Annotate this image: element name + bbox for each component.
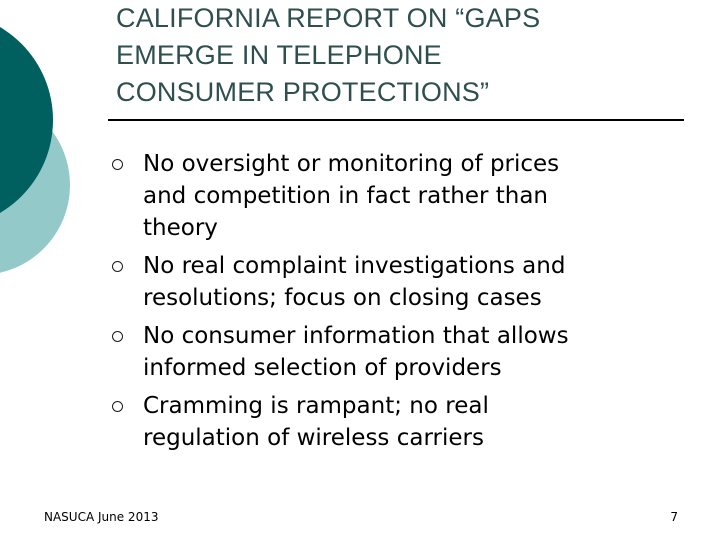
bullet-item-4: Cramming is rampant; no real regulation … [112,390,692,454]
bullet-circle-icon [112,401,123,412]
bullet-circle-icon [112,159,123,170]
title-line-3: CONSUMER PROTECTIONS” [116,77,490,107]
bullet-list: No oversight or monitoring of prices and… [112,148,692,460]
bullet-item-3: No consumer information that allows info… [112,320,692,384]
bullet-circle-icon [112,261,123,272]
bullet-item-2: No real complaint investigations and res… [112,250,692,314]
bullet-text-line: regulation of wireless carriers [143,425,484,451]
title-line-1: CALIFORNIA REPORT ON “GAPS [116,3,541,33]
bullet-text-line: No oversight or monitoring of prices [143,151,560,177]
bullet-text-line: resolutions; focus on closing cases [143,285,542,311]
bullet-text-line: informed selection of providers [143,355,502,381]
bullet-circle-icon [112,331,123,342]
title-line-2: EMERGE IN TELEPHONE [116,40,442,70]
bullet-text-line: No real complaint investigations and [143,253,566,279]
title-divider [108,119,684,121]
bullet-text-line: Cramming is rampant; no real [143,393,489,419]
bullet-text-line: theory [143,215,218,241]
slide-title: CALIFORNIA REPORT ON “GAPS EMERGE IN TEL… [116,0,676,111]
bullet-text-line: No consumer information that allows [143,323,569,349]
decorative-circles [0,27,70,273]
footer-source: NASUCA June 2013 [44,510,159,524]
dark-teal-circle [0,27,53,213]
page-number: 7 [670,510,678,524]
bullet-item-1: No oversight or monitoring of prices and… [112,148,692,244]
bullet-text-line: and competition in fact rather than [143,183,549,209]
